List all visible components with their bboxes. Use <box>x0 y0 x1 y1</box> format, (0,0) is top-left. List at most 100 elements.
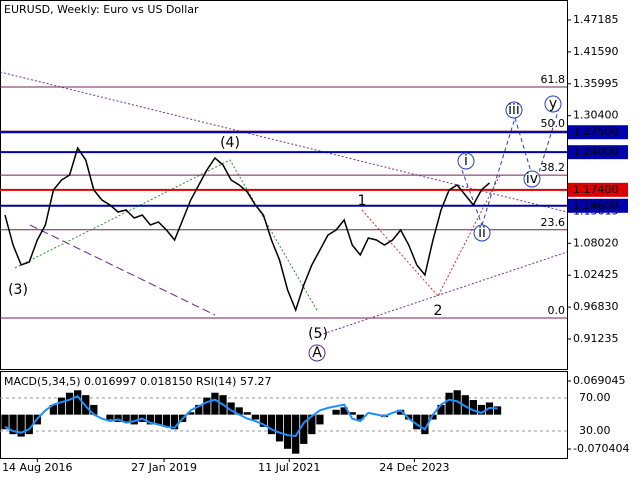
macd-bar <box>1 414 9 430</box>
drawings <box>0 71 568 336</box>
macd-bar <box>211 392 219 415</box>
macd-bar <box>397 409 405 415</box>
macd-bar <box>9 414 17 435</box>
wave-label: (5) <box>308 326 328 342</box>
macd-bar <box>308 414 316 435</box>
wave-label: ii <box>478 225 486 241</box>
price-tag <box>568 198 628 213</box>
macd-bar <box>65 392 74 415</box>
price-tag-label: 1.14600 <box>573 199 619 212</box>
wave-label: (4) <box>220 135 240 151</box>
macd-bar <box>74 390 82 415</box>
y2-tick-label: 70.00 <box>579 391 611 404</box>
macd-bar <box>461 395 469 415</box>
wave-label: 2 <box>434 303 443 319</box>
fib-label: 50.0 <box>541 117 566 130</box>
fib-label: 38.2 <box>541 161 566 174</box>
macd-bar <box>130 414 138 425</box>
macd-bar <box>122 414 130 422</box>
macd-bar <box>170 414 179 430</box>
price-line <box>4 146 490 313</box>
annotation-circle <box>473 224 491 242</box>
wave-label: i <box>464 153 468 169</box>
price-tag <box>568 145 628 160</box>
macd-bar <box>227 402 235 415</box>
macd-bar <box>405 414 413 420</box>
x-tick-label: 24 Dec 2023 <box>379 461 449 474</box>
x-tick-label: 14 Aug 2016 <box>2 461 72 474</box>
trend-line <box>0 71 568 213</box>
macd-bar <box>340 407 348 415</box>
annotation-circle <box>544 95 562 113</box>
chart-title: EURUSD, Weekly: Euro vs US Dollar <box>4 3 199 16</box>
annotation-circle <box>523 170 541 188</box>
macd-bar <box>429 414 437 420</box>
macd-bar <box>493 406 502 415</box>
fib-label: 23.6 <box>541 216 566 229</box>
macd-bar <box>316 414 324 425</box>
y2-tick-label: 30.00 <box>579 424 611 437</box>
annotation-circle <box>457 152 475 170</box>
macd-bar <box>267 414 276 435</box>
wave-label: (3) <box>8 282 28 298</box>
wave-label: 1 <box>358 193 367 209</box>
y-tick-label: -0.070404 <box>573 442 629 455</box>
macd-bar <box>477 404 486 415</box>
macd-bar <box>413 414 421 430</box>
macd-bar <box>25 414 33 435</box>
price-tag-label: 1.17400 <box>573 183 619 196</box>
y-tick-label: 1.35995 <box>573 77 619 90</box>
macd-bar <box>57 397 66 415</box>
macd-bar <box>356 414 364 420</box>
y-tick-label: 1.02425 <box>573 268 619 281</box>
y-tick-label: 0.91235 <box>573 332 619 345</box>
macd-bar <box>469 400 477 415</box>
x-tick-label: 11 Jul 2021 <box>258 461 320 474</box>
macd-bar <box>235 407 243 415</box>
macd-bar <box>203 397 211 415</box>
wave-label: A <box>312 345 322 361</box>
rsi-line <box>4 395 498 438</box>
macd-bar <box>259 414 268 427</box>
y-tick-label: 1.08020 <box>573 236 619 249</box>
macd-bar <box>445 392 453 415</box>
x-tick-label: 27 Jan 2019 <box>131 461 197 474</box>
macd-bar <box>162 414 171 427</box>
macd-bar <box>17 414 25 437</box>
indicator-frame <box>0 371 568 459</box>
macd-bar <box>251 414 259 420</box>
wave-label: iii <box>508 102 520 118</box>
trend-line <box>319 251 568 336</box>
wave-line <box>361 174 501 297</box>
wave-label: iv <box>526 171 538 187</box>
macd-bar <box>421 414 429 435</box>
projection-line <box>461 169 483 226</box>
macd-bar <box>332 409 340 415</box>
wave-label: y <box>549 96 557 112</box>
macd-bar <box>437 404 445 415</box>
macd-bar <box>187 412 195 415</box>
price-tag <box>568 182 628 197</box>
y-tick-label: 1.30400 <box>573 109 619 122</box>
macd-bar <box>49 404 58 415</box>
macd-bar <box>90 404 98 415</box>
macd-bar <box>243 412 251 415</box>
y-tick-label: 1.47185 <box>573 13 619 26</box>
fib-label: 0.0 <box>548 304 566 317</box>
annotation-circle <box>505 101 523 119</box>
y-tick-label: 1.41590 <box>573 45 619 58</box>
macd-bar <box>195 404 203 415</box>
macd-bar <box>275 414 284 442</box>
macd-bar <box>114 414 122 422</box>
macd-bar <box>283 414 292 449</box>
price-tag-label: 1.27500 <box>573 125 619 138</box>
macd-bar <box>146 414 154 425</box>
macd-bar <box>348 412 356 415</box>
y-tick-label: 0.069045 <box>573 374 626 387</box>
wave-line <box>14 159 319 313</box>
fib-label: 61.8 <box>541 73 566 86</box>
annotation-circle <box>308 344 326 362</box>
trend-line <box>29 224 216 316</box>
